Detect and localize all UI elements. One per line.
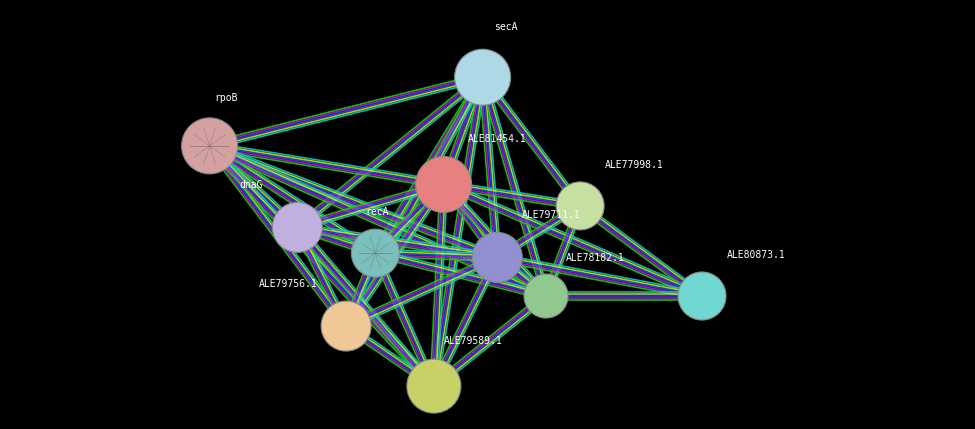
- Circle shape: [472, 233, 523, 282]
- Text: ALE77998.1: ALE77998.1: [604, 160, 663, 170]
- Text: recA: recA: [366, 207, 389, 217]
- Circle shape: [524, 274, 568, 318]
- Circle shape: [415, 157, 472, 212]
- Circle shape: [678, 272, 726, 320]
- Text: ALE79589.1: ALE79589.1: [444, 336, 502, 346]
- Text: ALE78182.1: ALE78182.1: [566, 253, 624, 263]
- Circle shape: [181, 118, 238, 174]
- Circle shape: [556, 182, 604, 230]
- Text: secA: secA: [494, 22, 518, 32]
- Circle shape: [321, 301, 371, 351]
- Circle shape: [351, 229, 400, 277]
- Text: ALE80873.1: ALE80873.1: [726, 250, 785, 260]
- Circle shape: [454, 49, 511, 105]
- Text: ALE81454.1: ALE81454.1: [468, 133, 526, 144]
- Text: ALE79711.1: ALE79711.1: [522, 210, 580, 221]
- Circle shape: [407, 359, 461, 413]
- Text: rpoB: rpoB: [214, 93, 238, 103]
- Text: dnaG: dnaG: [239, 180, 262, 190]
- Circle shape: [272, 202, 323, 252]
- Text: ALE79756.1: ALE79756.1: [258, 279, 317, 289]
